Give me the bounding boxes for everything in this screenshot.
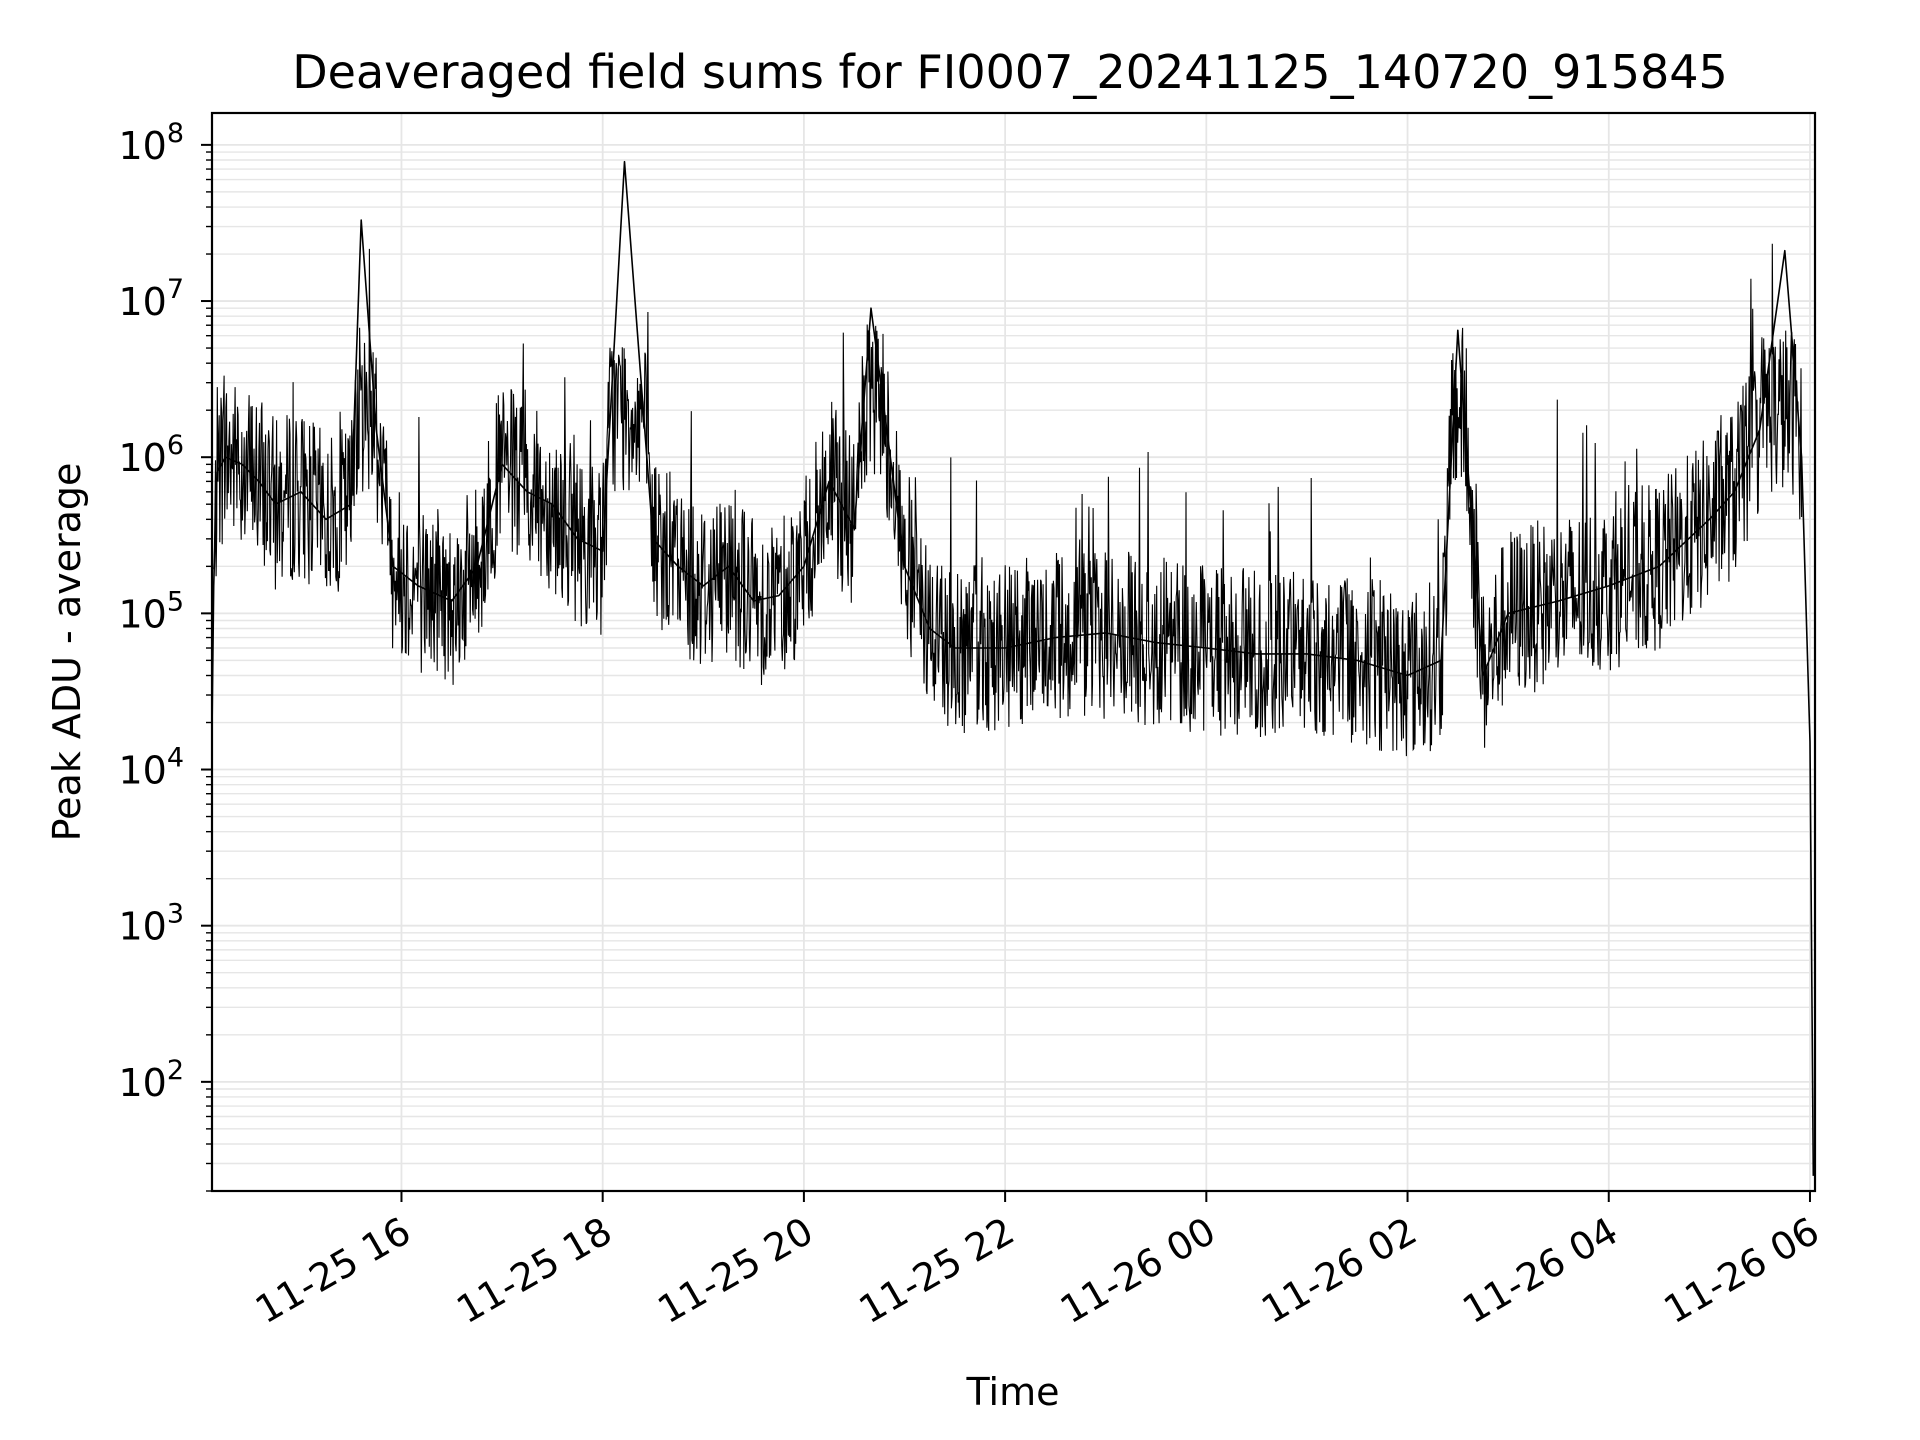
plot-frame bbox=[210, 111, 1817, 1193]
x-axis-label: Time bbox=[966, 1370, 1060, 1414]
noise-trace bbox=[213, 243, 1803, 757]
y-tick-label: 103 bbox=[118, 899, 184, 949]
y-tick-label: 105 bbox=[118, 586, 184, 636]
grid-lines bbox=[212, 113, 1815, 1192]
series-line bbox=[211, 160, 1815, 1176]
y-tick-label: 108 bbox=[118, 118, 184, 168]
y-tick-label: 107 bbox=[118, 274, 184, 324]
y-axis-label: Peak ADU - average bbox=[45, 463, 89, 842]
y-tick-label: 104 bbox=[118, 743, 184, 793]
y-tick-label: 102 bbox=[118, 1055, 184, 1105]
chart-title: Deaveraged field sums for FI0007_2024112… bbox=[292, 45, 1728, 99]
noise-spikes bbox=[213, 243, 1803, 757]
y-tick-label: 106 bbox=[118, 430, 184, 480]
y-axis-ticks: 102 103 104 105 106 107 108 bbox=[118, 118, 212, 1192]
